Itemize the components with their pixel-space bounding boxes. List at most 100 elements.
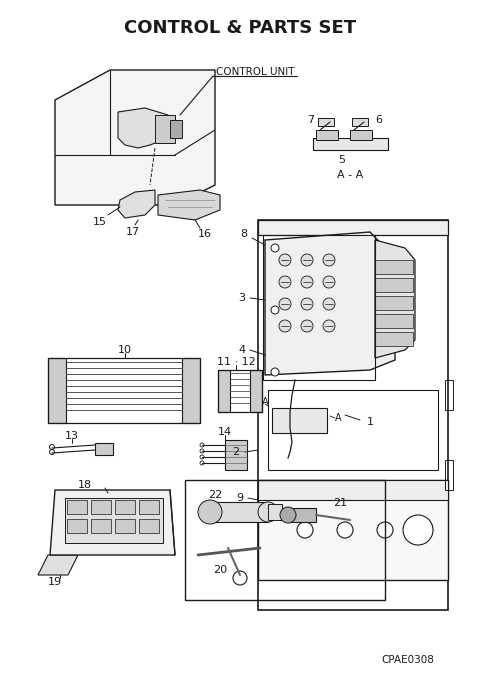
Bar [258, 480, 448, 500]
Text: 13: 13 [65, 431, 79, 441]
Circle shape [258, 502, 278, 522]
Text: 10: 10 [118, 345, 132, 355]
Bar [67, 500, 87, 514]
Circle shape [233, 571, 247, 585]
Circle shape [301, 298, 313, 310]
Bar [48, 358, 66, 423]
Bar [182, 358, 200, 423]
Bar [170, 120, 182, 138]
Circle shape [200, 443, 204, 447]
Bar [375, 278, 413, 292]
Polygon shape [118, 108, 168, 148]
Bar [375, 314, 413, 328]
Polygon shape [55, 70, 215, 205]
Bar [48, 358, 200, 423]
Text: 2: 2 [232, 447, 240, 457]
Bar [139, 519, 159, 533]
Polygon shape [118, 190, 155, 218]
Text: 3: 3 [239, 293, 246, 303]
Text: 15: 15 [93, 217, 107, 227]
Bar [185, 480, 385, 600]
Circle shape [279, 298, 291, 310]
Text: 8: 8 [240, 229, 248, 239]
Bar [258, 480, 448, 580]
Text: 6: 6 [376, 115, 383, 125]
Bar [258, 220, 448, 610]
Text: A: A [335, 413, 342, 423]
Bar [316, 130, 338, 140]
Circle shape [271, 244, 279, 252]
Circle shape [198, 500, 222, 524]
Text: 7: 7 [308, 115, 315, 125]
Circle shape [323, 276, 335, 288]
Bar [95, 443, 113, 455]
Bar [218, 370, 230, 412]
Bar [375, 296, 413, 310]
Bar [65, 498, 163, 543]
Bar [268, 390, 438, 470]
Polygon shape [375, 240, 415, 358]
Circle shape [271, 368, 279, 376]
Bar [272, 408, 327, 433]
Text: CPAE0308: CPAE0308 [382, 655, 434, 665]
Text: 14: 14 [218, 427, 232, 437]
Circle shape [279, 320, 291, 332]
Circle shape [403, 515, 433, 545]
Text: 22: 22 [208, 490, 222, 500]
Polygon shape [158, 190, 220, 220]
Text: CONTROL UNIT: CONTROL UNIT [216, 67, 294, 77]
Circle shape [49, 445, 55, 449]
Bar [263, 235, 375, 380]
Text: A - A: A - A [337, 170, 363, 180]
Bar [155, 115, 175, 143]
Text: 5: 5 [339, 155, 345, 165]
Bar [445, 380, 453, 410]
Bar [115, 519, 135, 533]
Circle shape [323, 320, 335, 332]
Bar [250, 370, 262, 412]
Circle shape [200, 455, 204, 459]
Text: 19: 19 [48, 577, 62, 587]
Circle shape [301, 254, 313, 266]
Circle shape [301, 276, 313, 288]
Bar [350, 130, 372, 140]
Bar [218, 370, 262, 412]
Text: CONTROL & PARTS SET: CONTROL & PARTS SET [124, 19, 356, 37]
Bar [67, 519, 87, 533]
Bar [91, 500, 111, 514]
Polygon shape [50, 490, 175, 555]
Bar [318, 118, 334, 126]
Text: A: A [262, 397, 268, 407]
Circle shape [200, 449, 204, 453]
Bar [225, 440, 247, 470]
Bar [445, 460, 453, 490]
Text: 4: 4 [239, 345, 246, 355]
Bar [288, 508, 316, 522]
Bar [352, 118, 368, 126]
Circle shape [337, 522, 353, 538]
Bar [258, 220, 448, 235]
Bar [375, 260, 413, 274]
Bar [268, 504, 282, 520]
Text: 17: 17 [126, 227, 140, 237]
Circle shape [323, 254, 335, 266]
Circle shape [271, 306, 279, 314]
Circle shape [377, 522, 393, 538]
Text: 1: 1 [366, 417, 374, 427]
Text: 20: 20 [213, 565, 227, 575]
Circle shape [279, 276, 291, 288]
Circle shape [49, 449, 55, 454]
Polygon shape [38, 555, 78, 575]
Circle shape [301, 320, 313, 332]
Bar [139, 500, 159, 514]
Text: 18: 18 [78, 480, 92, 490]
Circle shape [279, 254, 291, 266]
Circle shape [200, 461, 204, 465]
Bar [375, 332, 413, 346]
Text: 9: 9 [237, 493, 243, 503]
Text: 16: 16 [198, 229, 212, 239]
Circle shape [297, 522, 313, 538]
Bar [313, 138, 388, 150]
Bar [91, 519, 111, 533]
Circle shape [323, 298, 335, 310]
